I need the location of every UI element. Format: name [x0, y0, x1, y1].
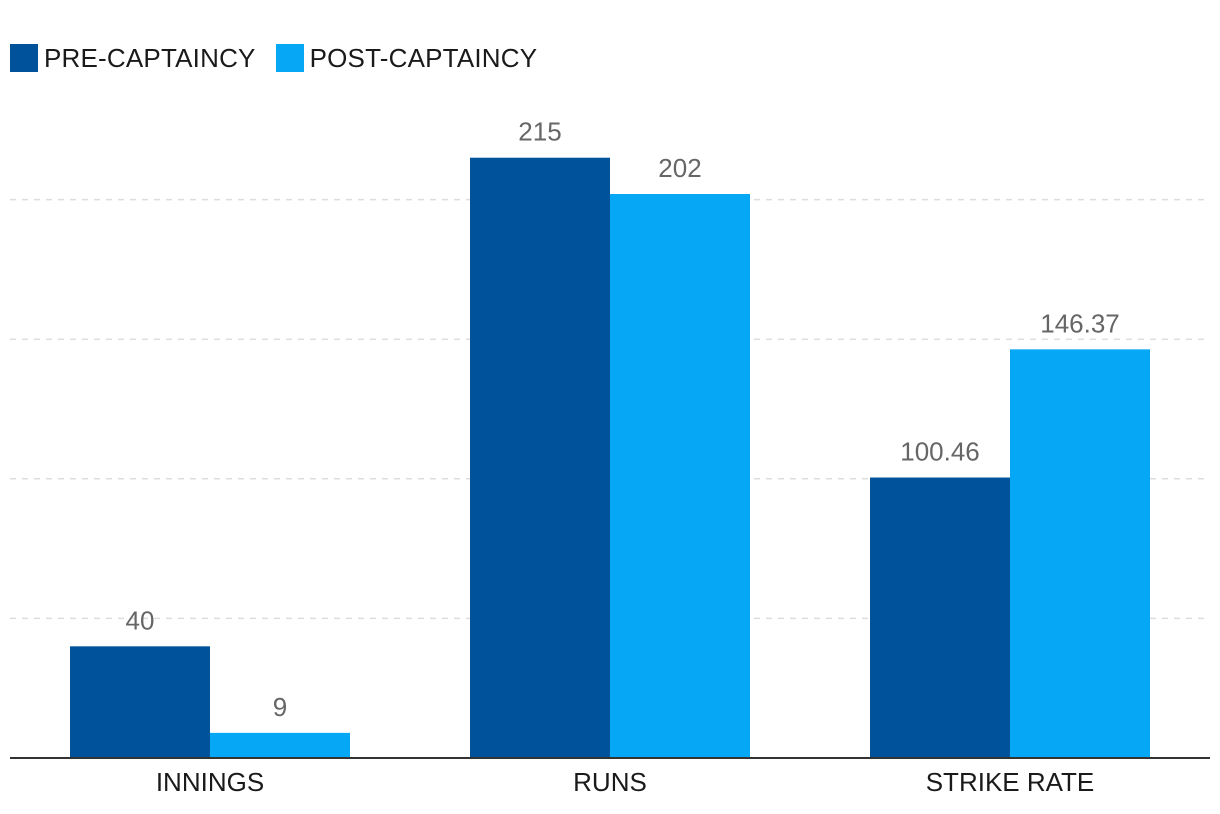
legend: PRE-CAPTAINCY POST-CAPTAINCY [10, 44, 557, 72]
x-tick-innings: INNINGS [156, 767, 264, 797]
x-axis-ticks: INNINGS RUNS STRIKE RATE [156, 767, 1094, 797]
bar-runs-post [610, 194, 750, 759]
bar-innings-post [210, 732, 350, 758]
x-tick-runs: RUNS [573, 767, 647, 797]
legend-label-pre: PRE-CAPTAINCY [44, 43, 256, 73]
data-label-strike-rate-post: 146.37 [1040, 308, 1120, 338]
data-labels: 40 9 215 202 100.46 146.37 [126, 117, 1120, 722]
data-label-runs-pre: 215 [518, 117, 561, 147]
data-label-strike-rate-pre: 100.46 [900, 437, 980, 467]
legend-item-pre-captaincy: PRE-CAPTAINCY [10, 44, 256, 72]
bar-runs-pre [470, 157, 610, 759]
data-label-runs-post: 202 [658, 153, 701, 183]
bar-strike-rate-post [1010, 349, 1150, 758]
legend-item-post-captaincy: POST-CAPTAINCY [275, 43, 538, 73]
legend-swatch-pre [10, 44, 38, 72]
bar-strike-rate-pre [870, 477, 1010, 758]
bars [70, 157, 1150, 759]
data-label-innings-post: 9 [273, 692, 287, 722]
x-tick-strike-rate: STRIKE RATE [926, 767, 1095, 797]
bar-innings-pre [70, 646, 210, 758]
data-label-innings-pre: 40 [126, 605, 155, 635]
legend-label-post: POST-CAPTAINCY [309, 43, 538, 73]
legend-swatch-post [275, 44, 304, 72]
